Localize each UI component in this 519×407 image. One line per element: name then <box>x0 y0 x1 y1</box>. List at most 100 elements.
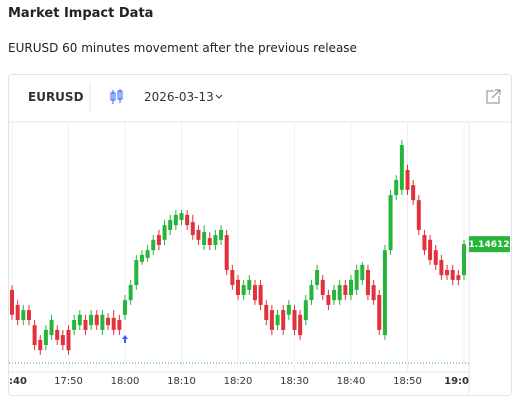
candle-body <box>411 185 416 201</box>
candle-body <box>15 304 20 320</box>
candle-body <box>185 214 190 226</box>
candle-body <box>83 320 88 330</box>
candle-body <box>337 285 342 301</box>
candle-body <box>382 250 387 336</box>
candle-body <box>123 300 127 315</box>
candle-body <box>354 270 359 290</box>
candle-body <box>326 295 331 305</box>
candle-body <box>343 285 348 295</box>
candle-body <box>241 285 246 295</box>
candle-body <box>298 314 303 336</box>
candle-body <box>128 285 133 301</box>
x-tick-label: 17:50 <box>54 376 83 387</box>
candle-body <box>60 335 65 345</box>
candle-body <box>292 310 297 330</box>
candle-body <box>230 270 235 286</box>
candle-body <box>462 244 466 276</box>
candle-body <box>72 320 77 330</box>
candle-body <box>66 329 71 351</box>
candle-body <box>349 279 353 295</box>
candle-body <box>439 260 444 276</box>
candle-body <box>320 279 325 295</box>
candle-body <box>416 200 421 230</box>
candle-body <box>179 213 184 220</box>
candle-body <box>168 220 173 230</box>
candle-body <box>38 339 43 351</box>
candle-body <box>77 314 82 326</box>
candle-body <box>269 310 274 330</box>
candle-body <box>219 229 224 240</box>
candle-body <box>117 320 122 330</box>
plot <box>10 122 466 372</box>
candle-body <box>145 250 150 258</box>
candle-body <box>32 325 37 345</box>
candle-body <box>281 310 286 330</box>
candle-body <box>190 222 195 236</box>
candle-body <box>456 275 461 280</box>
candle-body <box>207 238 212 245</box>
last-price-badge <box>469 236 510 253</box>
candle-body <box>94 314 99 326</box>
candle-body <box>275 314 280 326</box>
x-tick-label: 18:20 <box>224 376 253 387</box>
x-tick-label: 19:0 <box>444 376 469 387</box>
candle-body <box>377 295 382 330</box>
x-tick-label: 18:40 <box>337 376 366 387</box>
page-subtitle: EURUSD 60 minutes movement after the pre… <box>8 41 357 55</box>
candle-body <box>247 279 252 290</box>
candle-body <box>89 314 94 326</box>
candle-body <box>55 329 60 340</box>
x-tick-label: 18:30 <box>280 376 309 387</box>
last-price-label: 1.14612 <box>469 240 510 250</box>
candle-body <box>173 214 178 226</box>
x-tick-label: 18:10 <box>167 376 196 387</box>
candle-body <box>428 239 433 261</box>
candle-body <box>202 232 207 245</box>
candle-body <box>139 254 144 262</box>
candle-body <box>450 270 455 280</box>
candle-body <box>43 329 48 345</box>
page-title: Market Impact Data <box>8 6 154 21</box>
candle-body <box>405 170 410 190</box>
candle-icon[interactable] <box>110 89 123 104</box>
candle-body <box>422 235 427 251</box>
candle-body <box>303 300 308 320</box>
release-marker <box>122 335 128 343</box>
candle-body <box>100 314 105 330</box>
candle-body <box>258 285 263 305</box>
chart-card <box>8 74 512 396</box>
candle-body <box>10 289 14 315</box>
candle-body <box>360 264 365 280</box>
external-link[interactable] <box>486 89 501 104</box>
candle-body <box>371 285 376 301</box>
candle-body <box>332 289 337 301</box>
candle-body <box>252 285 257 301</box>
candle-body <box>196 229 201 240</box>
chevron[interactable] <box>215 94 223 99</box>
symbol[interactable]: EURUSD <box>28 90 84 104</box>
candle-body <box>394 179 399 195</box>
candle-body <box>26 310 31 320</box>
candle-body <box>309 285 314 301</box>
candle-body <box>433 250 438 265</box>
candle-body <box>213 235 218 245</box>
candle-body <box>236 279 240 295</box>
candle-body <box>151 239 156 251</box>
candle-body <box>134 260 139 286</box>
candle-body <box>156 235 161 245</box>
candle-body <box>264 304 269 320</box>
candle-body <box>224 235 229 270</box>
candle-body <box>286 304 291 315</box>
candle-body <box>106 317 111 326</box>
candle-body <box>399 145 404 190</box>
x-tick-label: 18:00 <box>111 376 140 387</box>
candle-body <box>21 310 26 320</box>
candle-body <box>315 270 320 286</box>
date-selector[interactable]: 2026-03-13 <box>144 90 214 104</box>
x-tick-label: :40 <box>9 376 27 387</box>
candle-body <box>111 317 116 330</box>
x-tick-label: 18:50 <box>393 376 422 387</box>
candle-body <box>388 195 393 251</box>
